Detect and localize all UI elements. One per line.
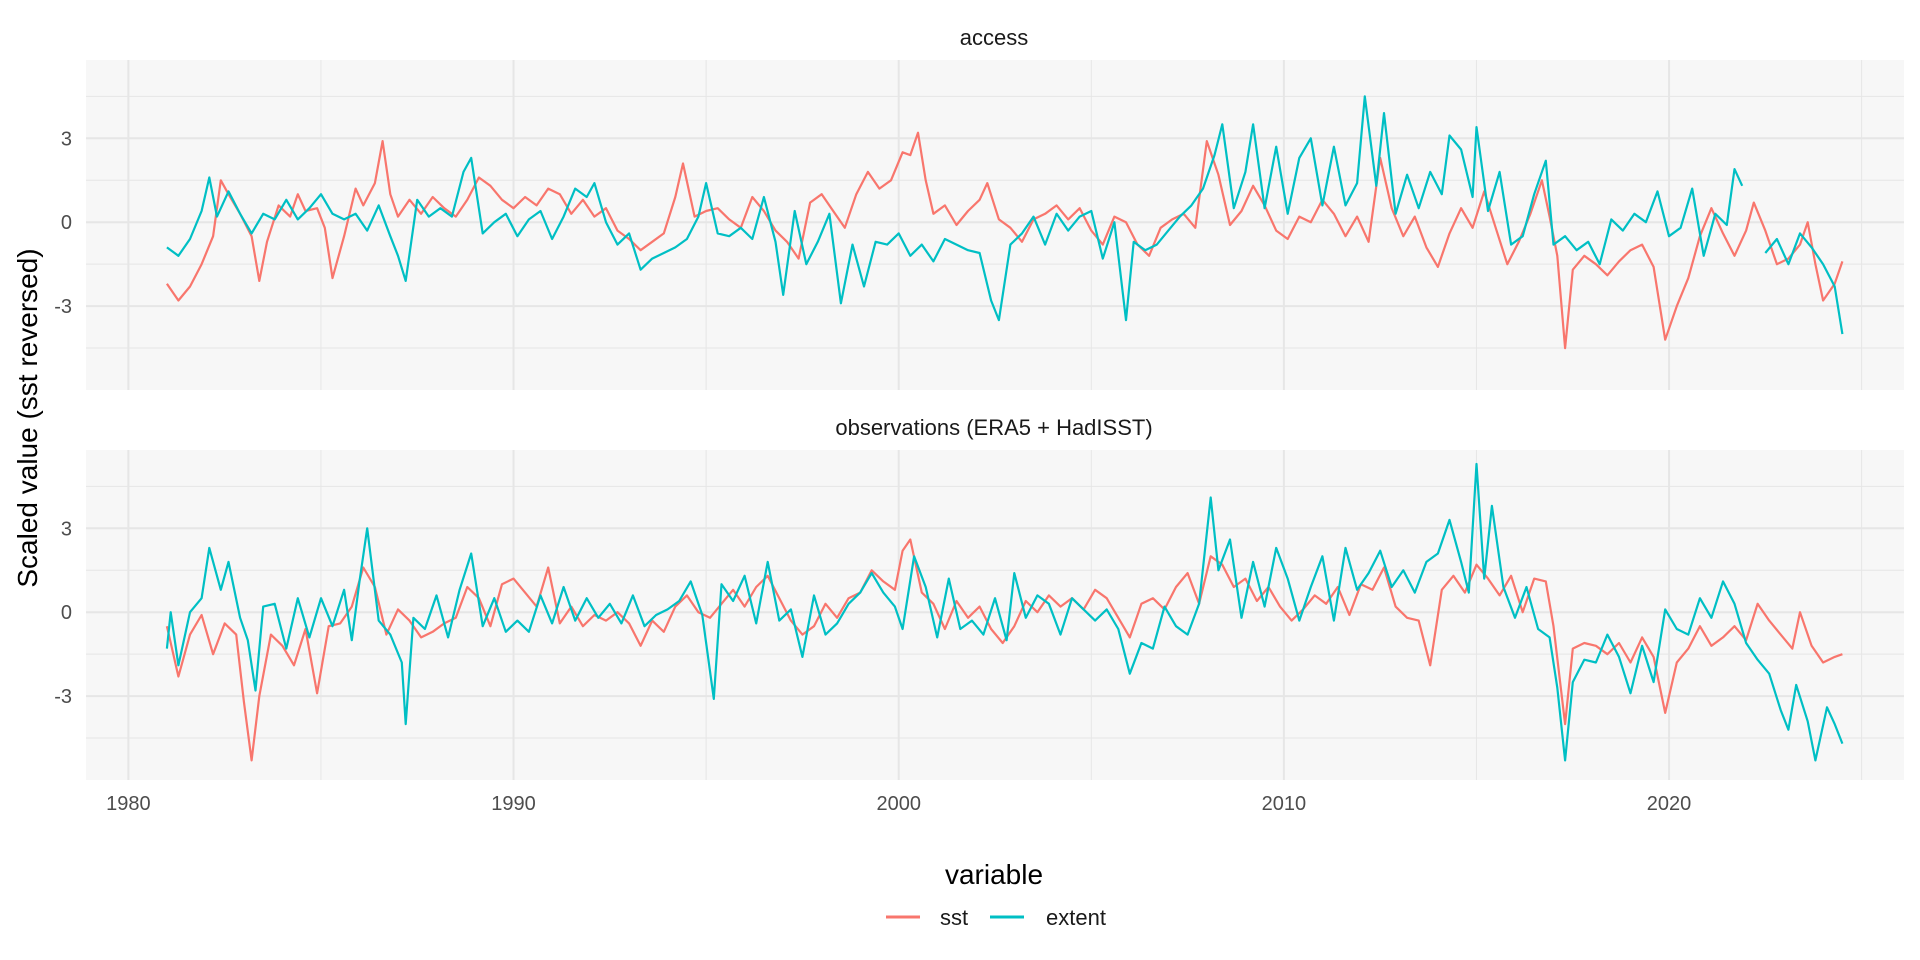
y-tick-label: 0 [61, 602, 72, 624]
x-tick-label: 1980 [106, 793, 151, 815]
legend: variable sst extent [886, 859, 1106, 930]
y-tick-label: -3 [54, 686, 72, 708]
series-lines [165, 95, 1844, 350]
panel-observations: observations (ERA5 + HadISST) -3 0 3 [54, 415, 1904, 780]
panel-background [86, 450, 1904, 780]
legend-label-extent: extent [1046, 905, 1106, 930]
y-tick-label: -3 [54, 296, 72, 318]
y-tick-label: 3 [61, 128, 72, 150]
x-tick-label: 2000 [876, 793, 921, 815]
y-tick-label: 0 [61, 212, 72, 234]
legend-title: variable [945, 859, 1043, 890]
y-tick-label: 3 [61, 518, 72, 540]
x-tick-label: 2010 [1262, 793, 1307, 815]
legend-label-sst: sst [940, 905, 968, 930]
panel-title: access [960, 25, 1028, 50]
panel-title: observations (ERA5 + HadISST) [835, 415, 1152, 440]
grid [86, 60, 1904, 390]
series-line-sst [165, 538, 1843, 762]
x-tick-labels: 1980 1990 2000 2010 2020 [106, 793, 1691, 815]
panel-access: access -3 0 3 [54, 25, 1904, 390]
series-line-sst [165, 131, 1844, 350]
series-lines [165, 462, 1844, 762]
x-tick-label: 2020 [1647, 793, 1692, 815]
series-line-extent [165, 462, 1844, 762]
y-tick-labels: -3 0 3 [54, 128, 72, 318]
panel-background [86, 60, 1904, 390]
y-tick-labels: -3 0 3 [54, 518, 72, 708]
series-line-extent [166, 95, 1844, 335]
x-tick-label: 1990 [491, 793, 536, 815]
y-axis-title: Scaled value (sst reversed) [12, 248, 43, 587]
